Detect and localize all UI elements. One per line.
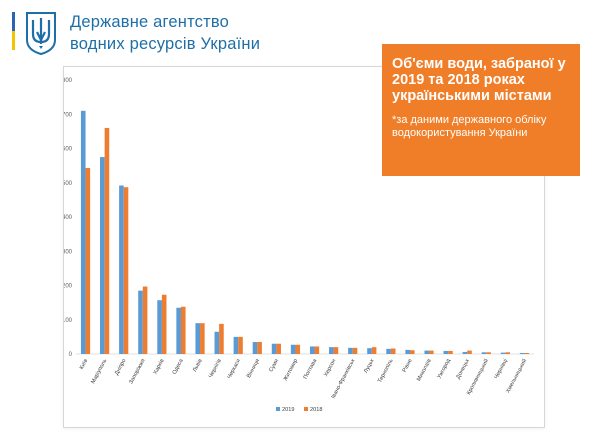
bar-2018 bbox=[352, 347, 358, 354]
bar-2018 bbox=[467, 350, 472, 354]
bar-2019 bbox=[519, 352, 525, 354]
x-tick-label: Запоріжжя bbox=[128, 358, 146, 385]
x-tick-label: Чернігів bbox=[208, 358, 223, 379]
y-tick-label: 600 bbox=[64, 147, 73, 153]
bar-2019 bbox=[309, 346, 315, 354]
bar-2018 bbox=[486, 352, 491, 354]
x-tick-label: Черкаси bbox=[227, 358, 242, 380]
bar-group bbox=[80, 110, 530, 354]
info-box-title: Об'єми води, забраної у 2019 та 2018 рок… bbox=[392, 56, 566, 104]
trident-emblem-icon bbox=[26, 12, 56, 56]
bar-2019 bbox=[405, 349, 410, 354]
y-tick-label: 800 bbox=[64, 78, 73, 84]
bar-2019 bbox=[157, 300, 162, 354]
header: Державне агентство водних ресурсів Украї… bbox=[0, 0, 600, 60]
legend-swatch-2019 bbox=[276, 407, 280, 411]
bar-2019 bbox=[138, 290, 143, 354]
bar-2018 bbox=[524, 352, 530, 354]
bar-2018 bbox=[314, 346, 320, 354]
bar-2019 bbox=[119, 185, 124, 354]
info-box: Об'єми води, забраної у 2019 та 2018 рок… bbox=[382, 44, 580, 176]
bar-2018 bbox=[409, 350, 415, 354]
organization-name-line1: Державне агентство bbox=[70, 13, 230, 31]
bar-2018 bbox=[390, 348, 396, 354]
bar-2019 bbox=[329, 347, 334, 354]
bar-2019 bbox=[481, 352, 487, 354]
bar-2018 bbox=[85, 168, 91, 354]
y-tick-label: 100 bbox=[64, 318, 73, 324]
x-tick-label: Рівне bbox=[402, 358, 414, 373]
bar-2019 bbox=[233, 336, 239, 354]
bar-2019 bbox=[367, 348, 372, 354]
bar-2018 bbox=[295, 344, 301, 354]
x-tick-label: Миколаїв bbox=[416, 358, 433, 382]
bar-2019 bbox=[214, 331, 220, 354]
bar-2019 bbox=[424, 350, 430, 354]
x-tick-label: Чернівці bbox=[494, 358, 509, 380]
flag-accent-bar bbox=[12, 12, 15, 50]
x-tick-label: Житомир bbox=[283, 358, 300, 382]
bar-2019 bbox=[443, 350, 449, 354]
bar-2019 bbox=[386, 348, 391, 354]
x-tick-label: Вінниця bbox=[246, 358, 261, 379]
x-axis-labels: Київ Маріуполь Дніпро Запоріжжя Харків Одеса Л… bbox=[79, 357, 528, 399]
bar-2018 bbox=[180, 306, 186, 354]
x-tick-label: Харків bbox=[153, 358, 166, 376]
flag-yellow-stripe bbox=[12, 31, 15, 50]
bar-2018 bbox=[448, 350, 453, 354]
bar-2019 bbox=[271, 343, 277, 354]
bar-2018 bbox=[333, 347, 339, 354]
legend-label-2019: 2019 bbox=[282, 407, 294, 413]
bar-2019 bbox=[100, 157, 105, 354]
bar-2018 bbox=[257, 342, 262, 354]
bar-2019 bbox=[462, 351, 468, 354]
x-tick-label: Дніпро bbox=[114, 358, 127, 376]
bar-2019 bbox=[348, 347, 353, 354]
x-tick-label: Ужгород bbox=[436, 357, 452, 379]
x-tick-label: Маріуполь bbox=[90, 358, 108, 385]
bar-2018 bbox=[200, 323, 205, 354]
bar-2018 bbox=[142, 286, 148, 354]
x-tick-label: Одеса bbox=[172, 357, 185, 375]
y-tick-label: 200 bbox=[64, 284, 73, 290]
y-tick-label: 500 bbox=[64, 181, 73, 187]
bar-2019 bbox=[500, 352, 506, 354]
x-tick-label: Тернопіль bbox=[377, 358, 395, 384]
x-tick-label: Полтава bbox=[303, 357, 319, 380]
y-axis: 0 100 200 300 400 500 600 700 800 bbox=[62, 78, 534, 358]
bar-2019 bbox=[176, 307, 181, 354]
legend-swatch-2018 bbox=[304, 407, 308, 411]
bar-2018 bbox=[219, 323, 224, 354]
bar-2019 bbox=[290, 344, 296, 354]
legend-label-2018: 2018 bbox=[310, 407, 322, 413]
y-tick-label: 0 bbox=[69, 352, 73, 358]
bar-2018 bbox=[505, 352, 510, 354]
y-tick-label: 300 bbox=[64, 249, 73, 255]
x-tick-label: Київ bbox=[79, 358, 89, 370]
bar-2019 bbox=[80, 110, 86, 354]
x-tick-label: Херсон bbox=[323, 358, 337, 378]
bar-2018 bbox=[238, 336, 243, 354]
info-box-note: *за даними державного обліку водокористу… bbox=[392, 114, 547, 139]
bar-2018 bbox=[104, 127, 110, 354]
bar-2018 bbox=[429, 350, 434, 354]
bar-2019 bbox=[252, 342, 258, 354]
flag-blue-stripe bbox=[12, 12, 15, 31]
y-tick-label: 700 bbox=[64, 112, 73, 118]
legend: 2019 2018 bbox=[276, 407, 322, 413]
bar-2018 bbox=[161, 294, 167, 354]
x-tick-label: Донецьк bbox=[455, 358, 471, 380]
organization-name-line2: водних ресурсів України bbox=[70, 35, 261, 53]
bar-2018 bbox=[276, 343, 281, 354]
x-tick-label: Львів bbox=[192, 358, 204, 373]
bar-2019 bbox=[195, 323, 201, 354]
bar-2018 bbox=[123, 187, 129, 354]
y-tick-label: 400 bbox=[64, 215, 73, 221]
x-tick-label: Суми bbox=[268, 358, 280, 373]
bar-2018 bbox=[371, 347, 377, 354]
x-tick-label: Луцьк bbox=[363, 358, 376, 375]
